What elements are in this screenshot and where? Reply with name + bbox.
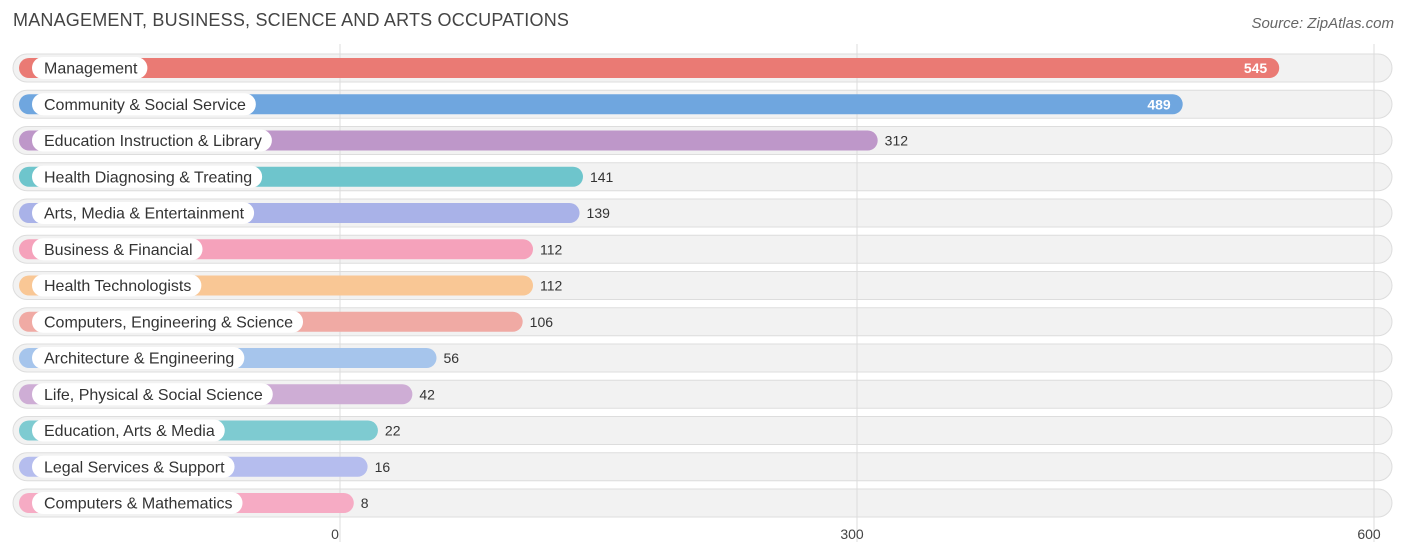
category-label: Business & Financial	[44, 242, 193, 259]
value-label: 489	[1147, 96, 1171, 112]
category-label-pill	[32, 165, 263, 188]
bar-row: Community & Social Service 489	[19, 93, 1183, 116]
x-tick-label: 600	[1357, 526, 1381, 542]
category-label: Community & Social Service	[44, 97, 246, 114]
bar-row: Health Technologists 112	[19, 274, 563, 297]
bar-row: Architecture & Engineering 56	[19, 347, 459, 369]
value-label: 139	[587, 205, 611, 221]
category-label-pill	[32, 310, 304, 333]
chart-title: MANAGEMENT, BUSINESS, SCIENCE AND ARTS O…	[13, 10, 570, 30]
category-label-pill	[32, 419, 225, 442]
bar-row: Legal Services & Support 16	[19, 455, 391, 478]
value-label: 106	[530, 314, 554, 330]
category-label-pill	[32, 455, 235, 478]
bar-row: Life, Physical & Social Science 42	[19, 383, 435, 406]
row-track	[12, 488, 1393, 518]
category-label-pill	[32, 202, 255, 224]
bar-row: Education, Arts & Media 22	[19, 419, 401, 442]
value-label: 56	[444, 350, 460, 366]
bar-row: Management 545	[19, 57, 1280, 79]
category-label: Education Instruction & Library	[44, 133, 262, 150]
source-label: Source: ZipAtlas.com	[1251, 15, 1394, 32]
category-label: Computers & Mathematics	[44, 496, 233, 513]
bar-row: Education Instruction & Library 312	[19, 129, 909, 152]
value-label: 8	[361, 495, 369, 511]
bar-row: Health Diagnosing & Treating 141	[19, 165, 614, 188]
category-label: Health Diagnosing & Treating	[44, 169, 252, 186]
category-label-pill	[32, 492, 243, 514]
category-label: Health Technologists	[44, 278, 191, 295]
value-label: 141	[590, 169, 614, 185]
category-label: Architecture & Engineering	[44, 351, 234, 368]
value-label: 16	[375, 459, 391, 475]
bar-row: Business & Financial 112	[19, 238, 563, 261]
category-label-pill	[32, 129, 272, 152]
value-label: 42	[419, 386, 435, 402]
category-label-pill	[32, 238, 203, 261]
category-label: Management	[44, 61, 138, 78]
bar-row: Computers, Engineering & Science 106	[19, 310, 554, 333]
x-tick-label: 300	[840, 526, 864, 542]
bar	[19, 58, 1280, 78]
value-label: 545	[1244, 60, 1268, 76]
category-label: Arts, Media & Entertainment	[44, 206, 245, 223]
value-label: 112	[540, 278, 563, 294]
x-tick-label: 0	[331, 526, 339, 542]
bar	[19, 94, 1183, 115]
bar-row: Arts, Media & Entertainment 139	[19, 202, 610, 224]
category-label-pill	[32, 93, 256, 116]
category-label-pill	[32, 383, 273, 406]
value-label: 312	[885, 133, 909, 149]
category-label-pill	[32, 57, 148, 79]
category-label-pill	[32, 347, 245, 369]
value-label: 22	[385, 423, 401, 439]
category-label-pill	[32, 274, 202, 297]
category-label: Life, Physical & Social Science	[44, 387, 263, 404]
value-label: 112	[540, 241, 563, 257]
category-label: Legal Services & Support	[44, 459, 225, 476]
category-label: Computers, Engineering & Science	[44, 314, 293, 331]
category-label: Education, Arts & Media	[44, 423, 215, 440]
bar-row: Computers & Mathematics 8	[19, 492, 369, 514]
